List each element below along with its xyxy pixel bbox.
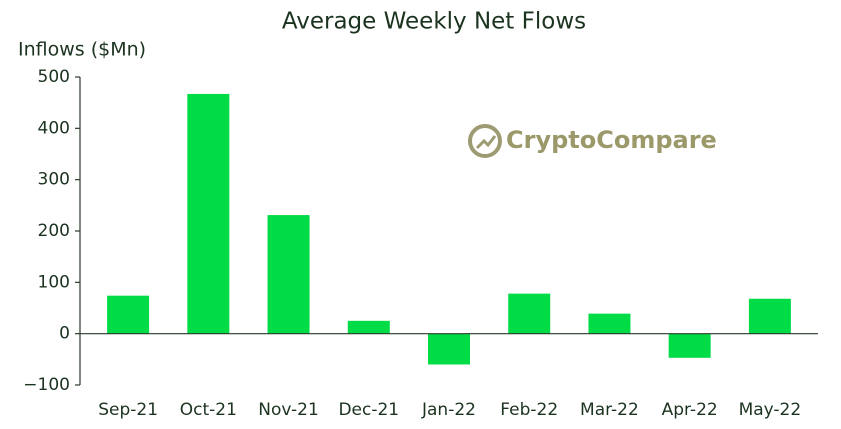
y-tick-label: −100 (23, 375, 70, 395)
bar (187, 93, 230, 334)
x-tick-label: Apr-22 (662, 400, 718, 420)
x-tick-label: May-22 (739, 400, 802, 420)
y-tick-label: 500 (38, 67, 70, 87)
x-tick-label: Sep-21 (98, 400, 158, 420)
y-tick-label: 200 (38, 221, 70, 241)
chart-title: Average Weekly Net Flows (282, 9, 586, 35)
bar (347, 320, 390, 334)
y-axis-label: Inflows ($Mn) (18, 39, 146, 61)
watermark: CryptoCompare (506, 126, 717, 154)
x-tick-label: Dec-21 (338, 400, 399, 420)
bar (107, 295, 150, 334)
bar (668, 333, 711, 358)
y-tick-label: 0 (59, 324, 70, 344)
bar (588, 313, 631, 334)
bar (267, 215, 310, 334)
x-tick-label: Jan-22 (421, 400, 476, 420)
bar (508, 293, 551, 334)
y-tick-label: 100 (38, 272, 70, 292)
x-tick-label: Mar-22 (580, 400, 639, 420)
y-tick-label: 400 (38, 118, 70, 138)
y-tick-label: 300 (38, 170, 70, 190)
x-tick-label: Oct-21 (180, 400, 237, 420)
watermark-logo (468, 124, 502, 158)
x-tick-label: Feb-22 (500, 400, 558, 420)
bar (748, 298, 791, 334)
bar (428, 333, 470, 365)
x-tick-label: Nov-21 (258, 400, 319, 420)
